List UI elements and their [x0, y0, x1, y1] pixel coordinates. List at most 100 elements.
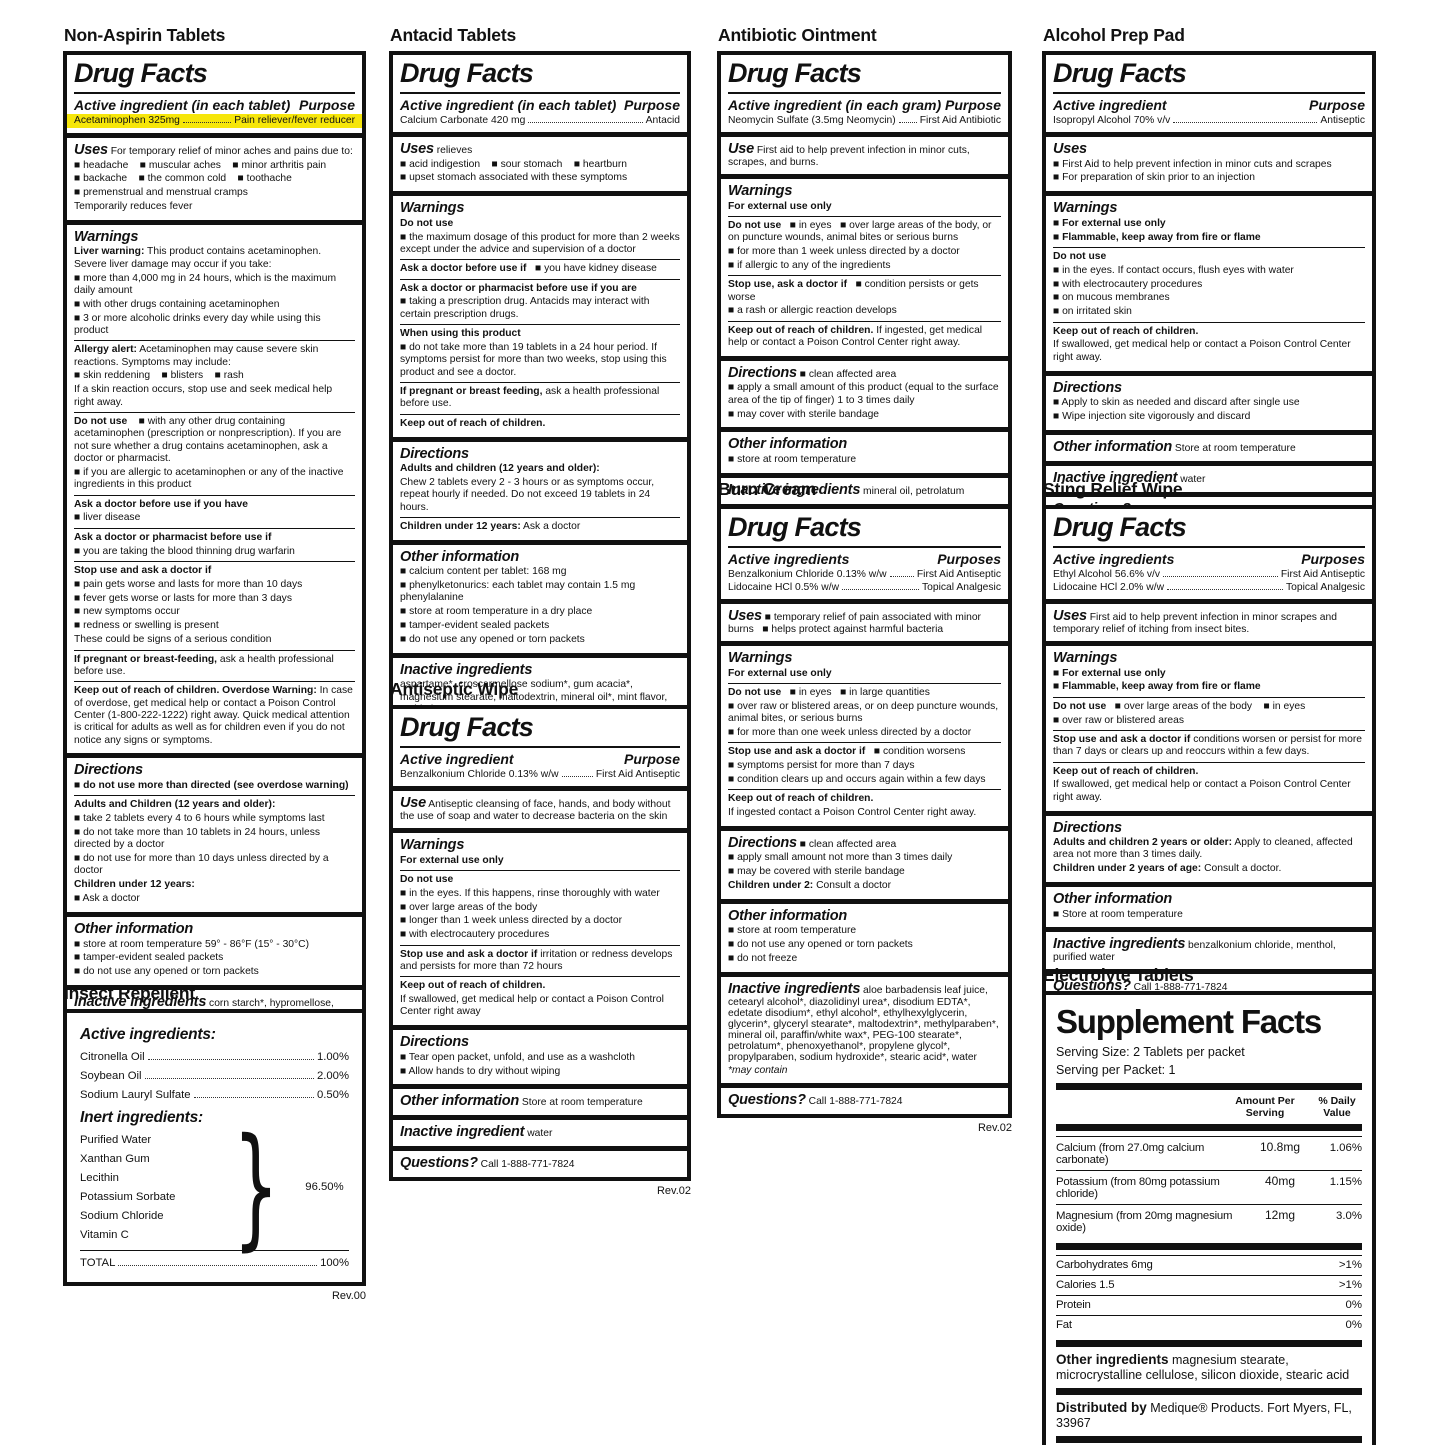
label-line: ■ for more than one week unless directed… — [728, 726, 972, 738]
ingredient-row: Benzalkonium Chloride 0.13% w/w First Aid… — [400, 768, 680, 781]
inert-item: Xanthan Gum — [80, 1152, 150, 1165]
ingredient-row: Neomycin Sulfate (3.5mg Neomycin) First A… — [728, 114, 1001, 127]
section-heading: Other information — [728, 907, 848, 924]
panel-title: Electrolyte Tablets — [1043, 965, 1194, 985]
label-line: ■ Flammable, keep away from fire or flam… — [1053, 232, 1365, 244]
label-line: ■ symptoms persist for more than 7 days — [728, 760, 915, 772]
thin-rule — [400, 413, 680, 415]
section-heading: Questions? — [1053, 978, 1131, 995]
label-line: Do not use ■ with any other drug contain… — [74, 416, 342, 465]
ingredient-row: Calcium Carbonate 420 mg Antacid — [400, 114, 680, 127]
section-heading: Uses — [400, 141, 434, 157]
section-heading: Active ingredients: — [80, 1026, 216, 1043]
dot-leader — [842, 589, 919, 590]
ingredient-name: Soybean Oil — [80, 1069, 142, 1082]
label-line: Adults and children 2 years or older: Ap… — [1053, 837, 1353, 861]
panel-burn-cream: Burn Cream Drug Facts Active ingredients Pu… — [717, 479, 1012, 1134]
section-heading: Uses — [728, 608, 762, 624]
section-heading-row: Active ingredients: — [80, 1026, 349, 1044]
label-line: ■ Tear open packet, unfold, and use as a… — [400, 1051, 636, 1063]
thick-rule — [1056, 1082, 1362, 1090]
label-box: Drug Facts Active ingredient Purpose Benzal… — [389, 705, 691, 1182]
label-line: ■ apply small amount not more than 3 tim… — [728, 852, 953, 864]
inert-item-list: Purified Water Xanthan Gum Lecithin Potassi… — [80, 1130, 228, 1244]
label-line: Children under 12 years: Ask a doctor — [400, 520, 581, 532]
active-ingredient-label: Active ingredient — [1053, 97, 1167, 113]
purpose-label: Purposes — [1301, 551, 1365, 567]
label-line: If pregnant or breast feeding, ask a hea… — [400, 385, 660, 410]
panel-antacid-tablets: Antacid Tablets Drug Facts Active ingredie… — [389, 25, 691, 788]
thin-rule — [1053, 321, 1365, 323]
label-box: Drug Facts Active ingredient (in each tab… — [63, 51, 366, 1088]
inert-item: Potassium Sorbate — [80, 1190, 176, 1203]
label-section: Directions ■ Apply to skin as needed and … — [1046, 370, 1372, 430]
label-line: Keep out of reach of children. — [1053, 326, 1365, 338]
bold-lead: Do not use — [1053, 700, 1107, 712]
thin-rule — [400, 976, 680, 978]
section-heading: Other information — [1053, 438, 1173, 455]
nutrient-amount: 12mg — [1264, 1208, 1296, 1223]
label-line: Keep out of reach of children. — [400, 980, 680, 992]
label-section: Inactive ingredient water — [393, 1115, 687, 1146]
section-heading-row: Warnings — [1053, 200, 1365, 216]
active-ingredient-header: Active ingredient (in each tablet) Purpos… — [400, 96, 680, 114]
section-heading-text: relieves — [433, 145, 473, 156]
section-heading-row: Inactive ingredient water — [1053, 470, 1365, 486]
label-section: Questions? Call 1-888-771-7824 — [1046, 969, 1372, 1000]
section-heading: Other information — [728, 436, 848, 453]
section-heading: Questions? — [728, 1092, 806, 1109]
thin-rule — [400, 516, 680, 518]
label-section: Other information ■ store at room tempera… — [721, 898, 1008, 972]
bold-lead: Ask a doctor or pharmacist before use if — [74, 531, 272, 543]
section-heading-text: aloe barbadensis leaf juice, cetearyl al… — [728, 985, 999, 1063]
label-line: Adults and Children (12 years and older)… — [74, 799, 355, 811]
label-line: When using this product — [400, 328, 680, 340]
bold-lead: Adults and Children (12 years and older)… — [74, 799, 276, 811]
purpose-label: Purposes — [937, 551, 1001, 567]
label-line: ■ taking a prescription drug. Antacids m… — [400, 296, 650, 320]
section-heading: Use — [728, 141, 754, 157]
label-line: Ask a doctor or pharmacist before use if… — [400, 283, 680, 295]
section-heading-row: Inactive ingredients mineral oil, petrol… — [728, 482, 1001, 498]
active-ingredient-header: Active ingredients Purposes — [728, 550, 1001, 568]
label-section: Other information ■ calcium content per t… — [393, 539, 687, 653]
section-heading-row: Directions — [400, 1034, 680, 1050]
section-heading-text: Call 1-888-771-7824 — [477, 1159, 575, 1171]
thin-rule — [400, 869, 680, 871]
nutrient-name: Protein — [1056, 1299, 1091, 1312]
label-box: Drug Facts Active ingredient (in each gra… — [717, 51, 1012, 539]
section-heading-row: Use Antiseptic cleansing of face, hands,… — [400, 795, 680, 822]
bold-lead: Stop use, ask a doctor if — [728, 279, 848, 291]
section-heading-text: ■ clean affected area — [796, 368, 897, 380]
bold-lead: Do not use — [74, 416, 128, 427]
thin-rule — [400, 381, 680, 383]
label-line: ■ 3 or more alcoholic drinks every day w… — [74, 312, 321, 336]
section-heading: Directions — [728, 834, 797, 851]
label-line: Do not use — [1053, 251, 1365, 263]
purpose-label: Purpose — [1308, 97, 1365, 113]
bold-lead: Allergy alert: — [74, 344, 137, 356]
inert-item: Sodium Chloride — [80, 1209, 164, 1222]
section-heading: Directions — [400, 445, 469, 462]
label-line: ■ First Aid to help prevent infection in… — [1053, 158, 1332, 170]
bold-lead: Keep out of reach of children. — [728, 793, 874, 805]
section-heading: Warnings — [1053, 200, 1118, 217]
label-line: ■ on mucous membranes — [1053, 292, 1170, 304]
label-line: ■ Store at room temperature — [1053, 908, 1183, 920]
label-line: ■ if you are allergic to acetaminophen o… — [74, 466, 344, 491]
label-line: ■ do not use any opened or torn packets — [74, 966, 259, 978]
section-heading-row: Questions? Call 1-888-771-7824 — [1053, 978, 1365, 994]
label-section: Uses relieves ■ acid indigestion ■ sour s… — [393, 132, 687, 191]
thin-rule — [74, 412, 355, 413]
revision-label: Rev.02 — [656, 1185, 691, 1198]
section-heading-row: Warnings — [728, 650, 1001, 666]
label-section: Drug Facts Active ingredient (in each tab… — [393, 55, 687, 132]
nutrient-daily-value: 3.0% — [1336, 1210, 1362, 1223]
purpose-label: Purpose — [944, 97, 1001, 113]
label-box: Drug Facts Active ingredient (in each tab… — [389, 51, 691, 772]
label-line: ■ over large areas of the body — [400, 901, 538, 913]
ingredient-purpose: Antiseptic — [1320, 115, 1365, 126]
section-heading: Warnings — [74, 228, 139, 245]
thin-rule — [400, 259, 680, 261]
ingredient-name: Acetaminophen 325mg — [74, 115, 180, 126]
